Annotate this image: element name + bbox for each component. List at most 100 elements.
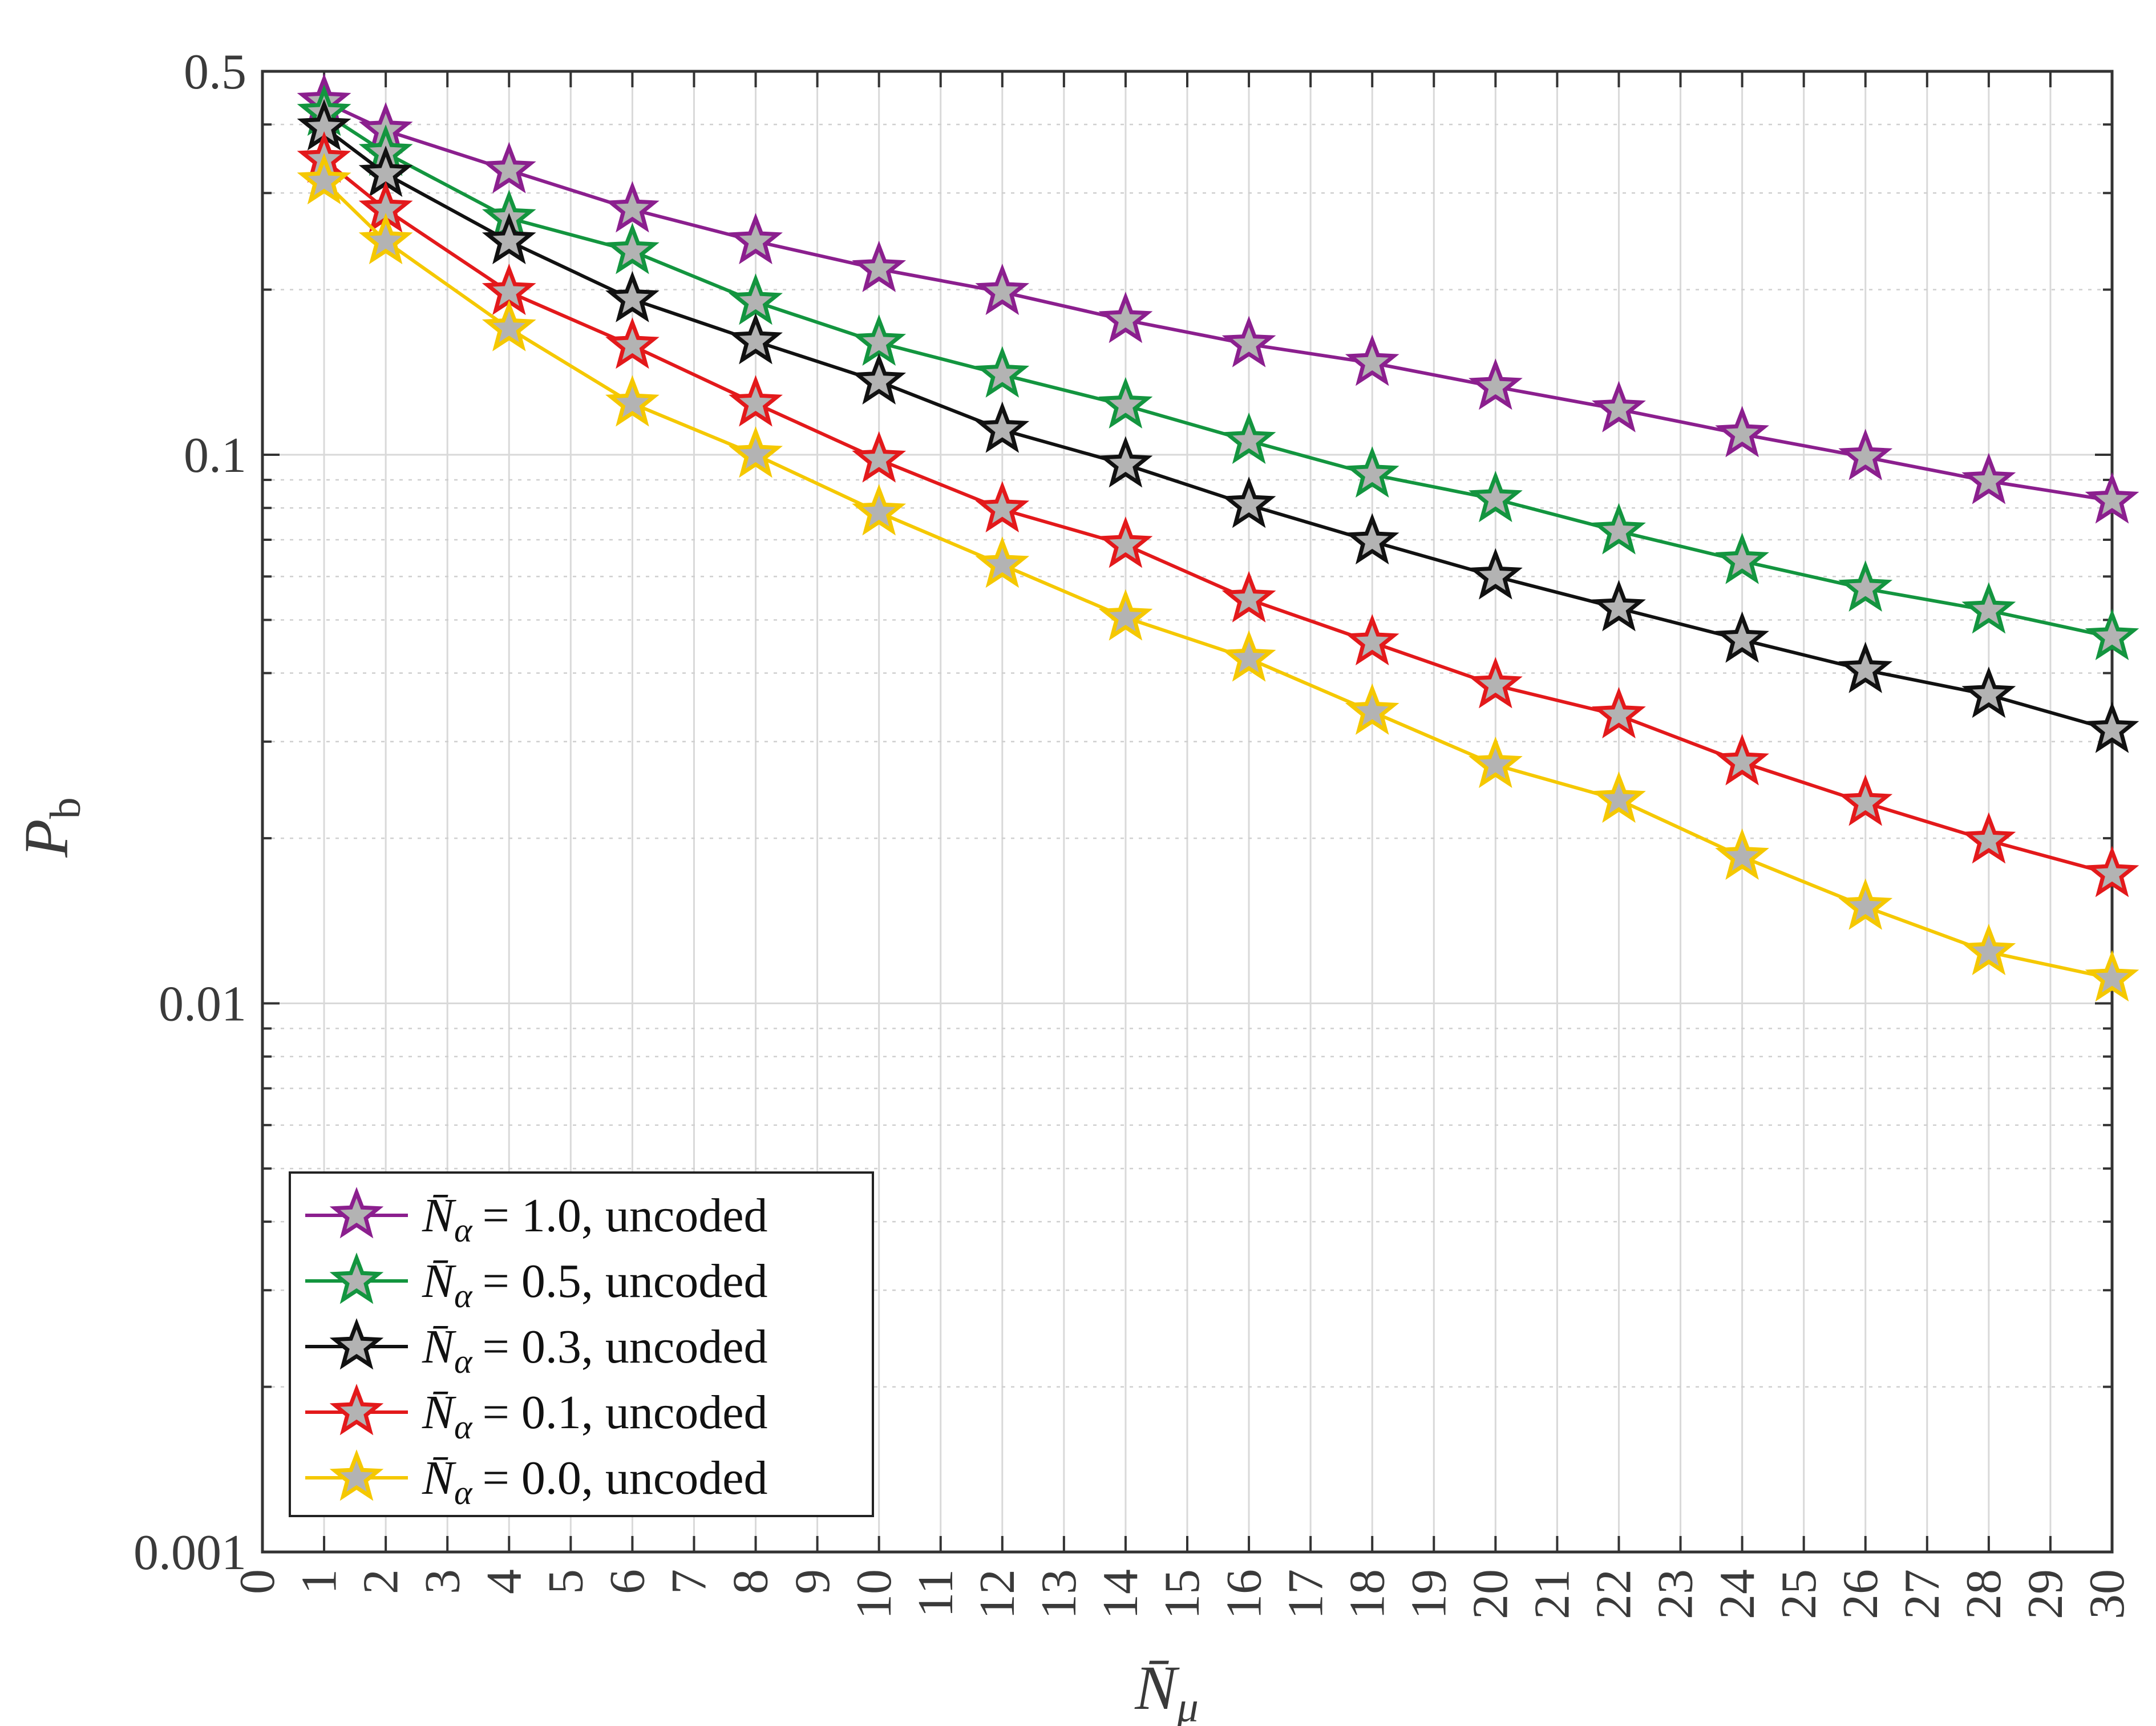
x-tick-label: 2 <box>353 1569 408 1594</box>
data-point-marker <box>1961 582 2016 634</box>
legend-marker-sample <box>329 1449 384 1501</box>
y-tick-label: 0.1 <box>184 428 246 483</box>
series-line <box>322 180 2113 980</box>
data-point-marker <box>1221 630 1276 682</box>
data-point-marker <box>605 270 660 322</box>
x-tick-label: 21 <box>1525 1569 1580 1619</box>
legend-box <box>289 1171 874 1517</box>
data-point-marker <box>852 353 907 405</box>
data-point-marker <box>975 346 1030 398</box>
data-point-marker <box>1715 532 1769 584</box>
data-point-marker <box>1838 878 1893 930</box>
data-point-marker <box>1345 446 1399 498</box>
x-tick-label: 5 <box>539 1569 594 1594</box>
x-tick-label: 11 <box>908 1569 964 1618</box>
series-line <box>323 111 2113 639</box>
series-line <box>323 100 2113 503</box>
data-point-marker <box>1098 436 1153 488</box>
legend-label: N̄α = 1.0, uncoded <box>422 1189 767 1249</box>
data-point-marker <box>1592 771 1646 823</box>
data-point-marker <box>297 153 351 205</box>
data-point-marker <box>975 536 1030 588</box>
x-tick-label: 22 <box>1587 1569 1642 1619</box>
x-tick-label: 27 <box>1895 1569 1950 1619</box>
data-point-marker <box>1592 503 1646 555</box>
x-tick-label: 26 <box>1833 1569 1888 1619</box>
x-tick-label: 28 <box>1956 1569 2012 1619</box>
data-point-marker <box>1592 381 1646 432</box>
data-point-marker <box>1221 476 1276 528</box>
y-axis-label: Pb <box>11 797 90 858</box>
data-point-marker <box>1715 828 1769 880</box>
data-point-marker <box>605 317 660 369</box>
data-point-marker <box>482 213 536 265</box>
data-point-marker <box>482 142 536 193</box>
data-point-marker <box>2085 472 2139 524</box>
data-point-marker <box>852 314 907 366</box>
data-point-marker <box>2085 608 2139 661</box>
x-tick-label: 1 <box>292 1569 347 1594</box>
y-axis-tick-labels: 0.001 0.01 0.1 0.5 <box>134 45 246 1581</box>
data-point-marker <box>1961 666 2016 718</box>
data-point-marker <box>2085 701 2139 753</box>
series-3 <box>297 99 2139 753</box>
data-point-marker <box>729 213 783 265</box>
x-tick-label: 9 <box>785 1569 840 1594</box>
data-point-marker <box>605 181 660 233</box>
data-point-marker <box>1961 812 2016 864</box>
data-point-marker <box>605 375 660 427</box>
data-point-marker <box>729 426 783 478</box>
legend-entry: N̄α = 0.1, uncoded <box>305 1384 767 1446</box>
data-point-marker <box>1345 513 1399 565</box>
data-point-marker <box>1838 560 1893 612</box>
x-tick-label: 18 <box>1340 1569 1395 1619</box>
x-tick-label: 13 <box>1032 1569 1087 1619</box>
legend-entry: N̄α = 1.0, uncoded <box>305 1187 767 1249</box>
x-tick-label: 29 <box>2018 1569 2073 1619</box>
x-tick-label: 6 <box>600 1569 656 1594</box>
data-point-marker <box>852 431 907 483</box>
x-tick-label: 24 <box>1710 1569 1765 1619</box>
series-4 <box>297 131 2139 898</box>
axis-ticks <box>261 70 2113 1553</box>
x-axis-tick-labels: 0 1 2 3 4 5 6 7 8 9 10 11 12 13 14 15 16 17 18 19 20 21 22 23 24… <box>230 1569 2135 1619</box>
data-point-marker <box>1468 548 1523 600</box>
data-point-marker <box>729 313 783 365</box>
legend-marker-sample <box>329 1187 384 1239</box>
x-tick-label: 16 <box>1216 1569 1272 1619</box>
legend-label: N̄α = 0.0, uncoded <box>422 1452 767 1511</box>
data-point-marker <box>1221 316 1276 367</box>
legend-entry: N̄α = 0.3, uncoded <box>305 1318 767 1380</box>
x-tick-label: 7 <box>662 1569 717 1594</box>
y-tick-label: 0.5 <box>184 45 246 100</box>
x-tick-label: 10 <box>847 1569 902 1619</box>
x-tick-label: 20 <box>1463 1569 1519 1619</box>
data-point-marker <box>1098 589 1153 641</box>
legend-label: N̄α = 0.5, uncoded <box>422 1255 767 1315</box>
x-tick-label: 4 <box>476 1569 532 1594</box>
data-point-marker <box>975 263 1030 316</box>
data-point-marker <box>1838 774 1893 826</box>
data-point-marker <box>1345 334 1399 386</box>
x-tick-label: 25 <box>1771 1569 1827 1619</box>
series-line <box>323 158 2113 876</box>
data-point-marker <box>1838 641 1893 693</box>
data-point-marker <box>358 213 413 265</box>
data-point-marker <box>1961 452 2016 504</box>
series-5 <box>297 153 2139 1002</box>
data-point-marker <box>1098 377 1153 429</box>
legend-marker-sample <box>329 1252 384 1304</box>
x-tick-label: 30 <box>2080 1569 2135 1619</box>
data-point-marker <box>1592 580 1646 632</box>
data-point-marker <box>1838 429 1893 480</box>
data-point-marker <box>1221 571 1276 623</box>
data-point-marker <box>1961 923 2016 976</box>
data-point-marker <box>1468 470 1523 523</box>
data-point-marker <box>975 401 1030 453</box>
x-tick-label: 12 <box>970 1569 1025 1619</box>
data-point-marker <box>1715 611 1769 663</box>
data-point-marker <box>1221 412 1276 464</box>
